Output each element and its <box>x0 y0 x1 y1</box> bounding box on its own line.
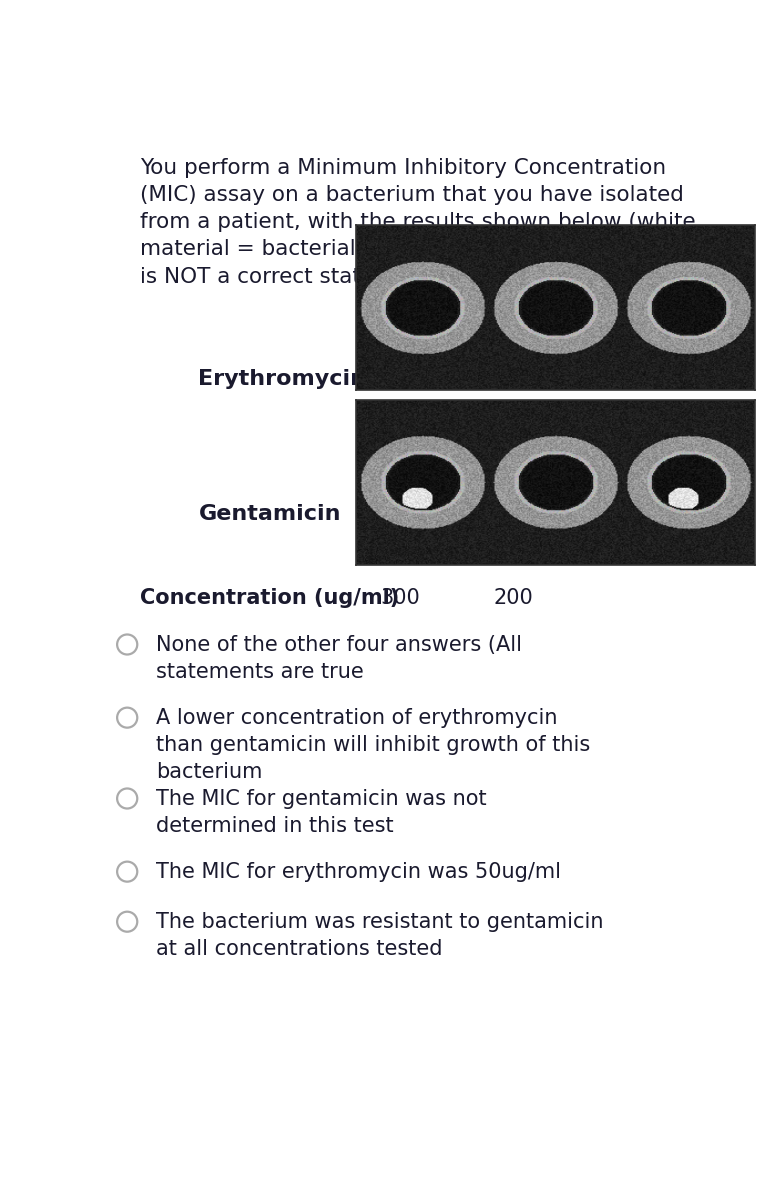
Text: None of the other four answers (All
statements are true: None of the other four answers (All stat… <box>156 635 522 682</box>
Text: The MIC for erythromycin was 50ug/ml: The MIC for erythromycin was 50ug/ml <box>156 863 561 882</box>
Text: Gentamicin: Gentamicin <box>199 504 341 523</box>
Text: The MIC for gentamicin was not
determined in this test: The MIC for gentamicin was not determine… <box>156 790 486 836</box>
Text: 200: 200 <box>493 588 533 608</box>
Text: You perform a Minimum Inhibitory Concentration
(MIC) assay on a bacterium that y: You perform a Minimum Inhibitory Concent… <box>141 158 700 287</box>
Text: Concentration (ug/ml): Concentration (ug/ml) <box>141 588 400 608</box>
Text: A lower concentration of erythromycin
than gentamicin will inhibit growth of thi: A lower concentration of erythromycin th… <box>156 708 590 782</box>
Text: The bacterium was resistant to gentamicin
at all concentrations tested: The bacterium was resistant to gentamici… <box>156 912 604 959</box>
Text: 300: 300 <box>381 588 421 608</box>
Text: Erythromycin: Erythromycin <box>199 368 367 389</box>
